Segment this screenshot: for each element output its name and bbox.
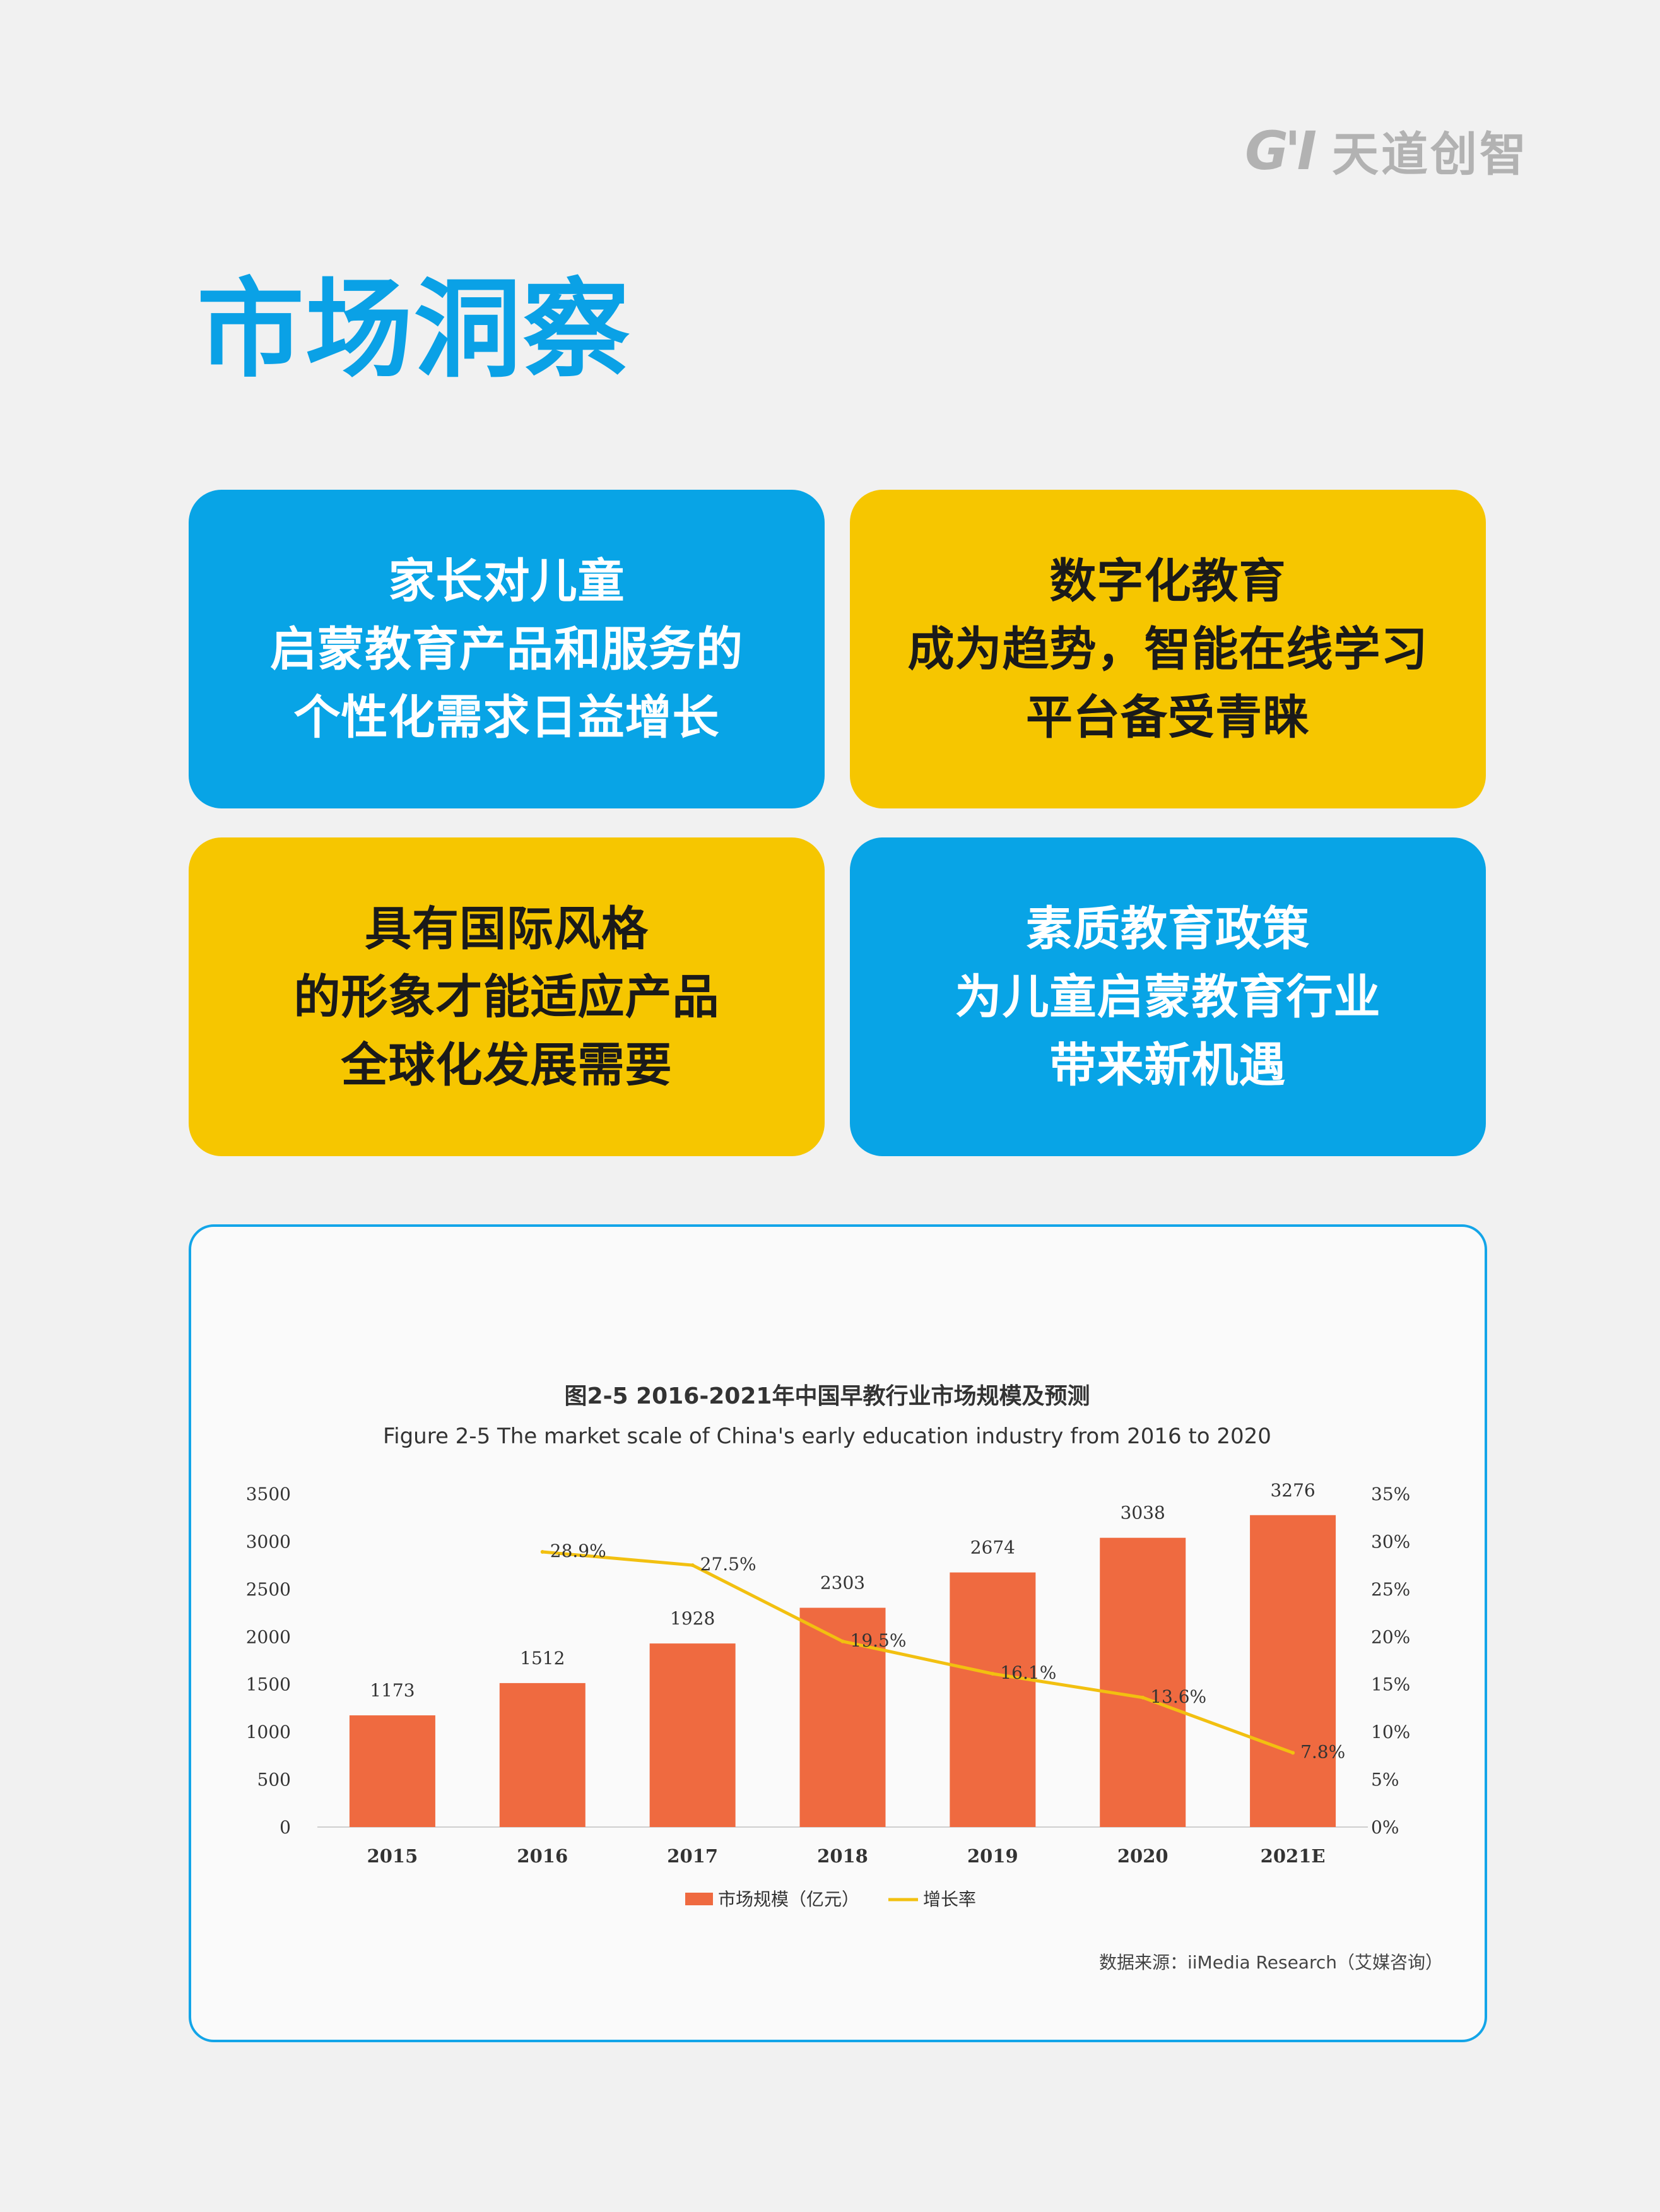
y-axis-tick-label: 2000 <box>246 1626 291 1647</box>
growth-rate-point <box>1291 1751 1295 1755</box>
x-axis-tick-label: 2020 <box>1117 1845 1168 1867</box>
card-line: 具有国际风格 <box>365 901 649 956</box>
logo-text: 天道创智 <box>1332 127 1529 182</box>
bar-value-label: 3276 <box>1270 1480 1315 1501</box>
card-line: 平台备受青睐 <box>1026 690 1310 745</box>
card-line: 个性化需求日益增长 <box>293 690 720 745</box>
bar-value-label: 3038 <box>1121 1503 1165 1523</box>
card-line: 数字化教育 <box>1049 553 1286 608</box>
growth-rate-label: 19.5% <box>851 1630 907 1651</box>
legend-bar-label: 市场规模（亿元） <box>718 1889 859 1910</box>
bar-2015 <box>349 1715 435 1827</box>
y2-axis-tick-label: 30% <box>1371 1531 1410 1552</box>
y-axis-tick-label: 3500 <box>246 1484 291 1505</box>
legend-line-label: 增长率 <box>923 1889 976 1910</box>
y2-axis-tick-label: 15% <box>1371 1674 1410 1695</box>
y-axis-tick-label: 2500 <box>246 1579 291 1600</box>
growth-rate-point <box>690 1563 695 1568</box>
card-line: 素质教育政策 <box>1026 901 1310 956</box>
bar-2017 <box>649 1643 736 1827</box>
bar-2018 <box>799 1607 886 1827</box>
chart-source: 数据来源：iiMedia Research（艾媒咨询） <box>1099 1952 1443 1973</box>
growth-rate-point <box>991 1672 995 1676</box>
y2-axis-tick-label: 35% <box>1371 1484 1410 1505</box>
y-axis-tick-label: 1500 <box>246 1674 291 1695</box>
x-axis-tick-label: 2018 <box>817 1845 868 1867</box>
card-line: 带来新机遇 <box>1049 1038 1286 1092</box>
x-axis-tick-label: 2016 <box>517 1845 568 1867</box>
y2-axis-tick-label: 0% <box>1371 1817 1399 1838</box>
chart-panel: 图2-5 2016-2021年中国早教行业市场规模及预测 Figure 2-5 … <box>189 1224 1487 2042</box>
y-axis-tick-label: 1000 <box>246 1722 291 1742</box>
x-axis-tick-label: 2019 <box>967 1845 1018 1867</box>
logo-mark-icon: G'I <box>1245 119 1317 182</box>
growth-rate-label: 16.1% <box>1000 1662 1056 1683</box>
bar-2020 <box>1100 1537 1186 1827</box>
card-line: 的形象才能适应产品 <box>293 969 720 1024</box>
card-line: 全球化发展需要 <box>341 1038 673 1092</box>
chart-legend: 市场规模（亿元） 增长率 <box>685 1889 976 1910</box>
growth-rate-line <box>542 1550 1293 1754</box>
chart-title: 图2-5 2016-2021年中国早教行业市场规模及预测 <box>565 1383 1090 1409</box>
bar-2021E <box>1250 1515 1336 1827</box>
bar-2016 <box>499 1683 586 1827</box>
growth-rate-point <box>1141 1695 1145 1700</box>
card-line: 成为趋势，智能在线学习 <box>907 622 1428 677</box>
bar-value-label: 2303 <box>820 1573 865 1594</box>
y-axis-tick-label: 500 <box>257 1770 291 1790</box>
x-axis-tick-label: 2021E <box>1261 1845 1326 1867</box>
card-line: 启蒙教育产品和服务的 <box>270 622 743 677</box>
brand-logo: G'I 天道创智 <box>1245 117 1529 184</box>
bar-value-label: 2674 <box>970 1537 1015 1558</box>
insight-card-international-style: 具有国际风格 的形象才能适应产品 全球化发展需要 <box>189 837 825 1156</box>
insight-card-digital-education: 数字化教育 成为趋势，智能在线学习 平台备受青睐 <box>850 490 1486 808</box>
legend-bar-swatch <box>685 1893 713 1905</box>
insight-card-policy: 素质教育政策 为儿童启蒙教育行业 带来新机遇 <box>850 837 1486 1156</box>
y-axis-tick-label: 3000 <box>246 1531 291 1552</box>
y2-axis-tick-label: 5% <box>1371 1770 1399 1790</box>
bar-value-label: 1173 <box>370 1680 415 1701</box>
bar-value-label: 1928 <box>670 1608 715 1629</box>
growth-rate-point <box>840 1639 845 1643</box>
insight-card-parent-demand: 家长对儿童 启蒙教育产品和服务的 个性化需求日益增长 <box>189 490 825 808</box>
market-scale-chart: 图2-5 2016-2021年中国早教行业市场规模及预测 Figure 2-5 … <box>246 1383 1443 1973</box>
growth-rate-label: 27.5% <box>700 1554 756 1575</box>
x-axis-tick-label: 2017 <box>667 1845 718 1867</box>
y2-axis-tick-label: 25% <box>1371 1579 1410 1600</box>
growth-rate-label: 28.9% <box>550 1541 606 1561</box>
growth-rate-label: 13.6% <box>1150 1686 1206 1707</box>
growth-rate-label: 7.8% <box>1300 1741 1345 1762</box>
card-line: 为儿童启蒙教育行业 <box>955 969 1381 1024</box>
card-line: 家长对儿童 <box>388 553 625 608</box>
y2-axis-tick-label: 20% <box>1371 1626 1410 1647</box>
page-title: 市场洞察 <box>197 268 632 393</box>
bar-value-label: 1512 <box>520 1648 565 1669</box>
growth-rate-point <box>540 1550 545 1554</box>
bar-2019 <box>950 1572 1036 1827</box>
x-axis-tick-label: 2015 <box>367 1845 418 1867</box>
y2-axis-tick-label: 10% <box>1371 1722 1410 1742</box>
y-axis-tick-label: 0 <box>280 1817 291 1838</box>
chart-subtitle: Figure 2-5 The market scale of China's e… <box>383 1424 1271 1449</box>
